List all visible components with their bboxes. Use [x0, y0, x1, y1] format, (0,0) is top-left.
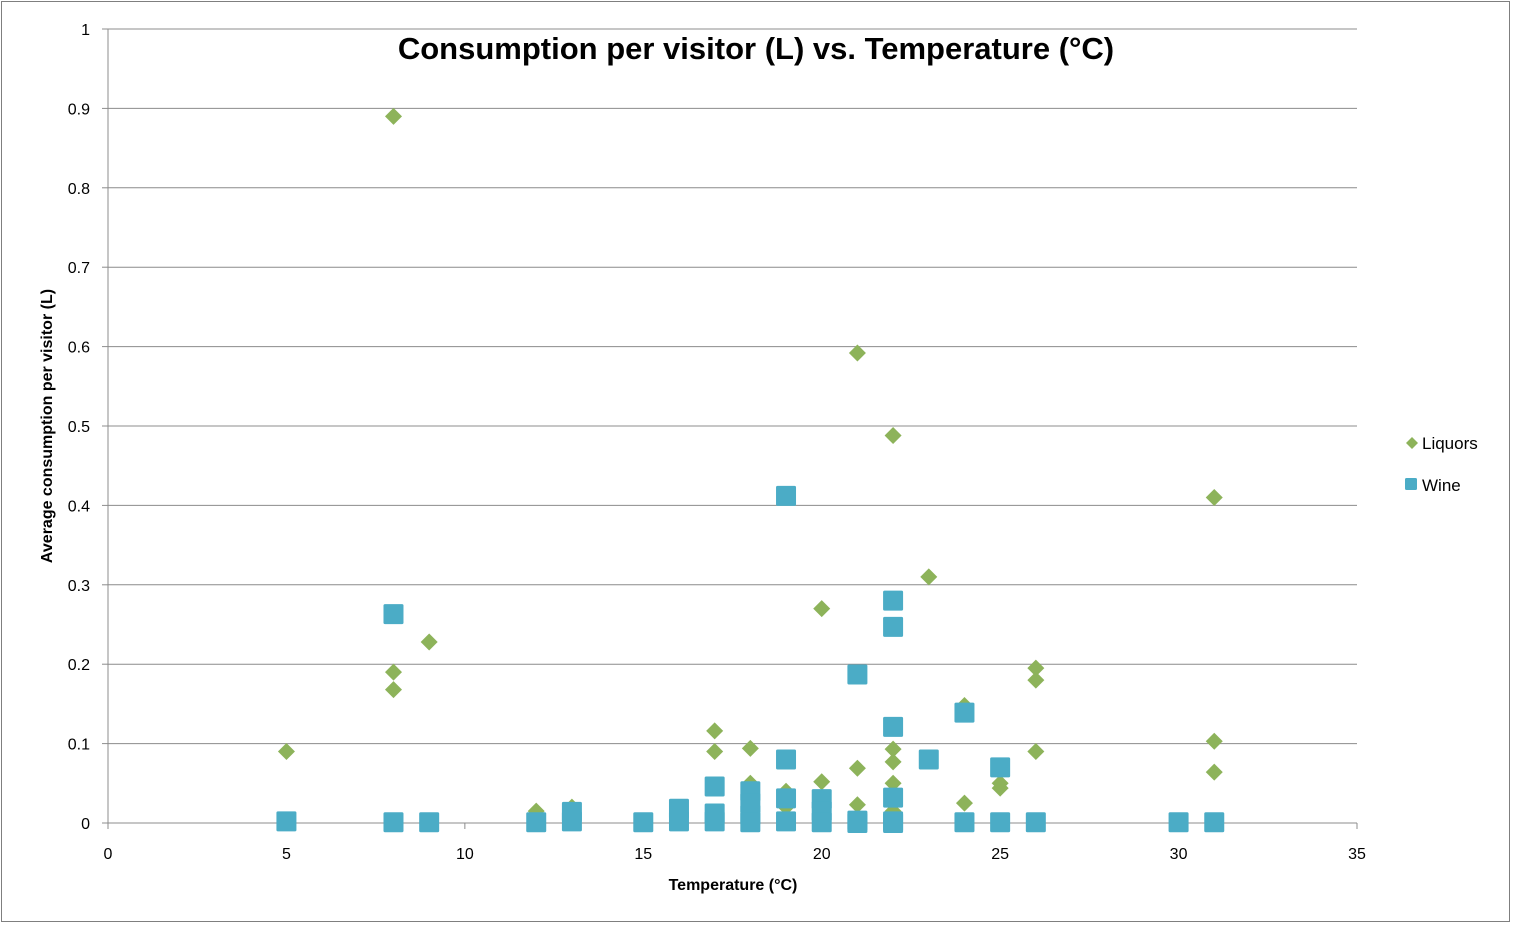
liquors-point: [1205, 488, 1223, 506]
axes: [102, 28, 1358, 829]
wine-point: [383, 812, 404, 833]
wine-point: [419, 812, 440, 833]
liquors-point: [384, 663, 402, 681]
liquors-point: [1205, 732, 1223, 750]
wine-point: [633, 812, 654, 833]
wine-point: [668, 811, 689, 832]
data-points: [276, 107, 1225, 833]
wine-point: [561, 811, 582, 832]
x-tick-label: 15: [634, 846, 652, 863]
y-axis-title: Average consumption per visitor (L): [39, 289, 56, 563]
y-tick-label: 1: [81, 22, 90, 39]
legend-label-wine: Wine: [1422, 476, 1461, 495]
y-tick-label: 0.8: [68, 181, 90, 198]
y-tick-label: 0.3: [68, 578, 90, 595]
liquors-point: [706, 743, 724, 761]
wine-point: [883, 590, 904, 611]
liquors-point: [955, 794, 973, 812]
legend: Liquors Wine: [1405, 434, 1478, 495]
wine-point: [847, 664, 868, 685]
liquors-point: [1027, 743, 1045, 761]
x-tick-label: 20: [813, 846, 831, 863]
x-tick-label: 30: [1170, 846, 1188, 863]
wine-point: [276, 811, 297, 832]
y-tick-label: 0.4: [68, 498, 90, 515]
wine-point: [954, 702, 975, 723]
x-tick-label: 25: [991, 846, 1009, 863]
wine-point: [776, 811, 797, 832]
liquors-point: [741, 739, 759, 757]
liquors-point: [920, 568, 938, 586]
liquors-point: [706, 722, 724, 740]
wine-point: [383, 604, 404, 625]
liquors-point: [991, 779, 1009, 797]
liquors-point: [384, 107, 402, 125]
liquors-point: [384, 681, 402, 699]
liquors-point: [277, 743, 295, 761]
wine-point: [704, 811, 725, 832]
x-tick-label: 5: [282, 846, 291, 863]
liquors-point: [848, 796, 866, 814]
legend-item-wine: Wine: [1405, 476, 1461, 495]
wine-point: [776, 788, 797, 809]
liquors-point: [813, 773, 831, 791]
x-tick-label: 10: [456, 846, 474, 863]
liquors-point: [884, 753, 902, 771]
liquors-point: [420, 633, 438, 651]
wine-point: [990, 812, 1011, 833]
wine-point: [990, 757, 1011, 778]
wine-point: [883, 813, 904, 833]
liquors-point: [884, 774, 902, 792]
wine-point: [811, 812, 832, 833]
liquors-point: [1205, 763, 1223, 781]
wine-point: [704, 776, 725, 797]
wine-point: [776, 485, 797, 506]
y-tick-label: 0.1: [68, 737, 90, 754]
y-tick-label: 0.7: [68, 260, 90, 277]
x-tick-labels: 0 5 10 15 20 25 30 35: [104, 846, 1366, 863]
wine-point: [954, 812, 975, 833]
series-wine: [276, 485, 1225, 833]
wine-point: [776, 749, 797, 770]
wine-point: [1204, 812, 1225, 833]
y-tick-label: 0.2: [68, 657, 90, 674]
chart-title: Consumption per visitor (L) vs. Temperat…: [398, 31, 1114, 66]
legend-marker-wine: [1405, 478, 1417, 490]
liquors-point: [884, 427, 902, 445]
gridlines: [108, 28, 1357, 745]
x-axis-title: Temperature (°C): [669, 877, 798, 894]
wine-point: [883, 787, 904, 808]
wine-point: [883, 716, 904, 737]
x-tick-label: 35: [1348, 846, 1366, 863]
wine-point: [1168, 812, 1189, 833]
liquors-point: [848, 759, 866, 777]
wine-point: [883, 616, 904, 637]
liquors-point: [1027, 671, 1045, 689]
wine-point: [740, 812, 761, 833]
series-liquors: [277, 107, 1223, 820]
liquors-point: [848, 344, 866, 362]
y-tick-label: 0.9: [68, 101, 90, 118]
y-tick-label: 0: [81, 816, 90, 833]
wine-point: [847, 813, 868, 833]
liquors-point: [813, 600, 831, 618]
legend-label-liquors: Liquors: [1422, 434, 1478, 453]
wine-point: [1025, 812, 1046, 833]
liquors-point: [1027, 659, 1045, 677]
y-tick-label: 0.5: [68, 419, 90, 436]
x-tick-label: 0: [104, 846, 113, 863]
y-tick-label: 0.6: [68, 340, 90, 357]
y-tick-labels: 0 0.1 0.2 0.3 0.4 0.5 0.6 0.7 0.8 0.9 1: [68, 22, 90, 833]
wine-point: [918, 749, 939, 770]
legend-item-liquors: Liquors: [1406, 434, 1478, 453]
legend-marker-liquors: [1406, 437, 1418, 449]
liquors-point: [884, 740, 902, 758]
wine-point: [526, 812, 547, 833]
